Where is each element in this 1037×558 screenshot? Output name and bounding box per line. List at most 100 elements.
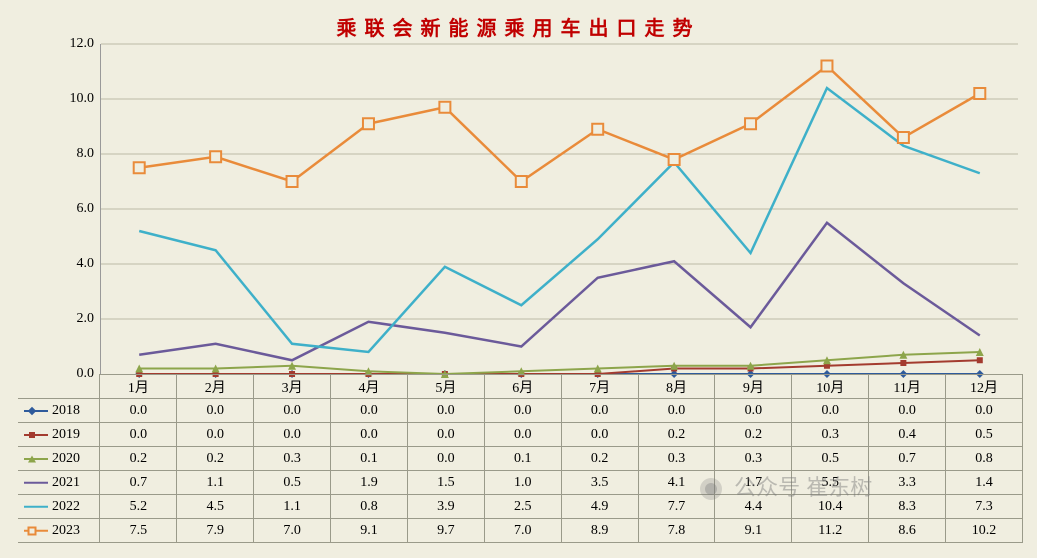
legend-cell: 2023 [18, 519, 100, 543]
data-cell: 9.7 [407, 519, 484, 543]
data-cell: 0.3 [792, 423, 869, 447]
data-cell: 0.0 [484, 423, 561, 447]
legend-cell: 2021 [18, 471, 100, 495]
legend-label: 2020 [52, 451, 80, 467]
data-cell: 0.3 [715, 447, 792, 471]
data-cell: 0.4 [869, 423, 946, 447]
data-cell: 3.9 [407, 495, 484, 519]
data-cell: 0.0 [254, 423, 331, 447]
column-header: 3月 [254, 375, 331, 399]
data-cell: 4.4 [715, 495, 792, 519]
data-cell: 7.0 [484, 519, 561, 543]
data-cell: 5.5 [792, 471, 869, 495]
column-header: 4月 [331, 375, 408, 399]
column-header: 9月 [715, 375, 792, 399]
data-cell: 8.3 [869, 495, 946, 519]
data-cell: 0.0 [177, 423, 254, 447]
data-cell: 7.8 [638, 519, 715, 543]
data-cell: 9.1 [331, 519, 408, 543]
data-cell: 1.9 [331, 471, 408, 495]
data-cell: 0.0 [407, 423, 484, 447]
data-cell: 4.5 [177, 495, 254, 519]
data-cell: 1.4 [946, 471, 1023, 495]
data-cell: 7.9 [177, 519, 254, 543]
data-cell: 0.0 [407, 399, 484, 423]
data-cell: 7.0 [254, 519, 331, 543]
data-cell: 4.1 [638, 471, 715, 495]
legend-label: 2019 [52, 427, 80, 443]
data-cell: 3.3 [869, 471, 946, 495]
data-cell: 7.7 [638, 495, 715, 519]
column-header: 5月 [407, 375, 484, 399]
y-tick-label: 8.0 [48, 146, 94, 162]
data-cell: 0.0 [407, 447, 484, 471]
data-cell: 0.1 [484, 447, 561, 471]
column-header: 7月 [561, 375, 638, 399]
data-cell: 0.2 [715, 423, 792, 447]
data-cell: 0.3 [638, 447, 715, 471]
data-cell: 2.5 [484, 495, 561, 519]
data-cell: 10.4 [792, 495, 869, 519]
data-cell: 0.2 [561, 447, 638, 471]
data-cell: 0.1 [331, 447, 408, 471]
legend-label: 2022 [52, 499, 80, 515]
data-cell: 1.0 [484, 471, 561, 495]
plot-area [100, 44, 1018, 375]
legend-cell: 2020 [18, 447, 100, 471]
column-header: 11月 [869, 375, 946, 399]
data-cell: 1.5 [407, 471, 484, 495]
y-tick-label: 4.0 [48, 256, 94, 272]
y-tick-label: 6.0 [48, 201, 94, 217]
data-cell: 0.0 [715, 399, 792, 423]
data-cell: 0.8 [331, 495, 408, 519]
data-cell: 0.0 [869, 399, 946, 423]
y-tick-label: 10.0 [48, 91, 94, 107]
data-cell: 0.7 [100, 471, 177, 495]
data-cell: 8.6 [869, 519, 946, 543]
legend-header-blank [18, 375, 100, 399]
data-cell: 0.0 [100, 423, 177, 447]
data-cell: 0.3 [254, 447, 331, 471]
legend-label: 2018 [52, 403, 80, 419]
data-cell: 0.2 [177, 447, 254, 471]
data-cell: 0.2 [638, 423, 715, 447]
data-cell: 1.1 [177, 471, 254, 495]
data-cell: 0.0 [792, 399, 869, 423]
data-cell: 0.0 [331, 399, 408, 423]
column-header: 1月 [100, 375, 177, 399]
data-cell: 0.0 [254, 399, 331, 423]
data-cell: 7.5 [100, 519, 177, 543]
data-cell: 10.2 [946, 519, 1023, 543]
data-cell: 5.2 [100, 495, 177, 519]
legend-label: 2023 [52, 523, 80, 539]
data-cell: 0.5 [946, 423, 1023, 447]
data-cell: 0.5 [792, 447, 869, 471]
data-cell: 0.0 [484, 399, 561, 423]
column-header: 12月 [946, 375, 1023, 399]
data-cell: 9.1 [715, 519, 792, 543]
data-cell: 0.0 [177, 399, 254, 423]
chart-container: 乘联会新能源乘用车出口走势 0.02.04.06.08.010.012.0 1月… [0, 0, 1037, 558]
data-cell: 0.7 [869, 447, 946, 471]
legend-cell: 2022 [18, 495, 100, 519]
data-cell: 0.5 [254, 471, 331, 495]
data-cell: 11.2 [792, 519, 869, 543]
y-tick-label: 2.0 [48, 311, 94, 327]
column-header: 10月 [792, 375, 869, 399]
data-table: 1月2月3月4月5月6月7月8月9月10月11月12月20180.00.00.0… [18, 374, 1023, 543]
data-cell: 8.9 [561, 519, 638, 543]
column-header: 2月 [177, 375, 254, 399]
data-cell: 4.9 [561, 495, 638, 519]
legend-cell: 2018 [18, 399, 100, 423]
data-cell: 0.0 [331, 423, 408, 447]
data-cell: 0.8 [946, 447, 1023, 471]
data-cell: 0.0 [561, 423, 638, 447]
legend-label: 2021 [52, 475, 80, 491]
y-tick-label: 12.0 [48, 36, 94, 52]
data-cell: 0.0 [561, 399, 638, 423]
data-cell: 1.7 [715, 471, 792, 495]
data-cell: 0.0 [100, 399, 177, 423]
data-cell: 3.5 [561, 471, 638, 495]
legend-cell: 2019 [18, 423, 100, 447]
column-header: 6月 [484, 375, 561, 399]
